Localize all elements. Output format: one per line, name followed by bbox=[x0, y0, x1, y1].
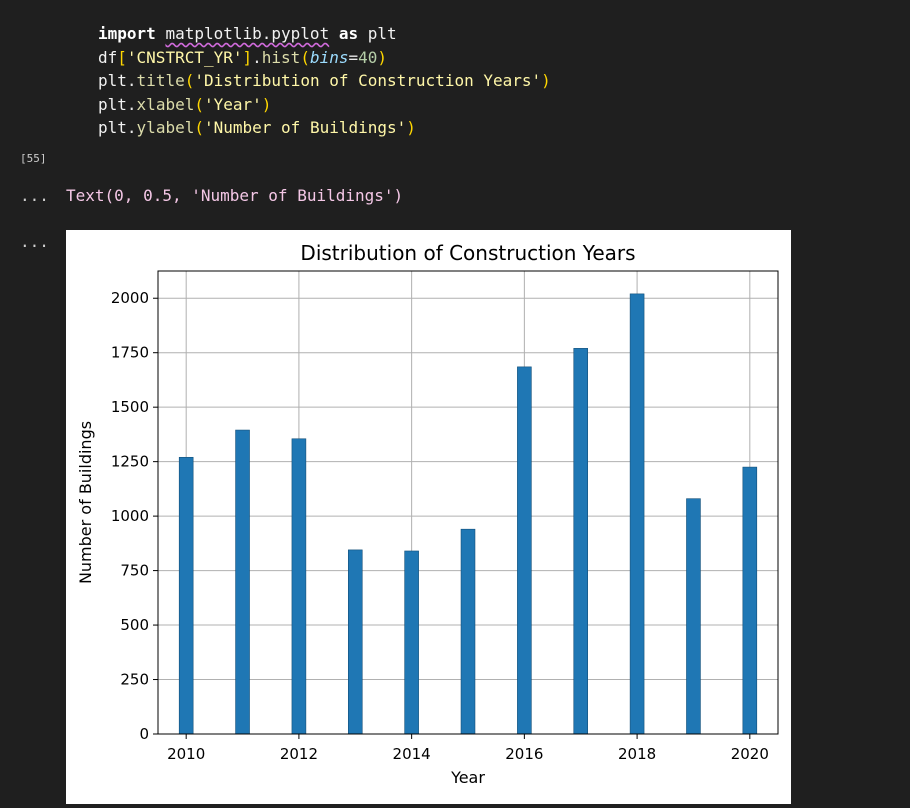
x-tick-label: 2018 bbox=[618, 745, 656, 763]
y-tick-label: 1750 bbox=[111, 344, 149, 362]
y-tick-label: 0 bbox=[139, 725, 149, 743]
code-token: plt bbox=[98, 118, 127, 138]
histogram-bar-2011 bbox=[235, 429, 250, 735]
y-tick-label: 250 bbox=[120, 671, 149, 689]
code-token: ] bbox=[242, 47, 253, 67]
code-token: bins bbox=[309, 47, 349, 67]
histogram-chart: 2010 2012 2014 2016 2018 2020 0 250 500 750 1000 12… bbox=[76, 241, 779, 787]
code-token: 'Year' bbox=[203, 94, 262, 114]
code-token: title bbox=[136, 71, 185, 91]
code-line: plt.xlabel('Year') bbox=[98, 93, 551, 117]
code-token: . bbox=[126, 71, 137, 91]
code-token: ) bbox=[377, 47, 388, 67]
code-token: . bbox=[252, 47, 262, 67]
code-token: 40 bbox=[358, 47, 378, 67]
execution-count: [55] bbox=[20, 152, 47, 165]
code-token: matplotlib.pyplot bbox=[165, 24, 330, 43]
code-line: df['CNSTRCT_YR'].hist(bins=40) bbox=[98, 46, 551, 70]
y-tick-label: 1000 bbox=[111, 507, 149, 525]
y-tick-label: 1500 bbox=[111, 398, 149, 416]
code-token: = bbox=[348, 47, 359, 67]
code-line: import matplotlib.pyplot as plt bbox=[98, 22, 551, 46]
output-more-button-2[interactable]: ... bbox=[20, 232, 49, 251]
code-token: 'CNSTRCT_YR' bbox=[126, 47, 243, 67]
code-token: plt bbox=[358, 24, 397, 43]
histogram-bar-2014 bbox=[404, 550, 419, 735]
histogram-bar-2020 bbox=[742, 466, 758, 735]
y-tick-label: 2000 bbox=[111, 289, 149, 307]
histogram-bar-2017 bbox=[573, 348, 589, 735]
histogram-bar-2015 bbox=[460, 528, 476, 735]
histogram-bar-2016 bbox=[517, 366, 532, 735]
plot-output: 2010 2012 2014 2016 2018 2020 0 250 500 750 1000 12… bbox=[66, 230, 791, 804]
y-tick-label: 500 bbox=[120, 616, 149, 634]
code-line: plt.title('Distribution of Construction … bbox=[98, 69, 551, 93]
x-axis-label: Year bbox=[450, 768, 485, 787]
code-token: as bbox=[338, 24, 359, 43]
code-token: xlabel bbox=[136, 94, 195, 114]
code-token: . bbox=[126, 94, 137, 114]
y-tick-label: 1250 bbox=[111, 453, 149, 471]
chart-title: Distribution of Construction Years bbox=[300, 241, 635, 265]
code-line: plt.ylabel('Number of Buildings') bbox=[98, 116, 551, 140]
x-tick-label: 2020 bbox=[731, 745, 769, 763]
code-token: ( bbox=[300, 47, 310, 67]
y-axis-label: Number of Buildings bbox=[76, 421, 95, 584]
code-token: plt bbox=[98, 94, 127, 114]
plot-frame bbox=[157, 270, 779, 735]
histogram-bar-2019 bbox=[686, 498, 701, 735]
histogram-bar-2010 bbox=[178, 456, 194, 735]
code-token: plt bbox=[98, 71, 127, 91]
code-token: df bbox=[98, 47, 118, 67]
code-token: 'Number of Buildings' bbox=[203, 118, 407, 138]
x-tick-label: 2014 bbox=[393, 745, 431, 763]
code-token: 'Distribution of Construction Years' bbox=[194, 71, 542, 91]
code-token: ) bbox=[406, 118, 416, 138]
histogram-bar-2012 bbox=[291, 438, 307, 735]
code-token: ) bbox=[261, 94, 272, 114]
code-token: ( bbox=[194, 118, 204, 138]
histogram-bar-2013 bbox=[347, 549, 363, 735]
code-token: ylabel bbox=[136, 118, 195, 138]
code-token: . bbox=[126, 118, 137, 138]
code-token: ) bbox=[541, 71, 551, 91]
code-token: ( bbox=[184, 71, 195, 91]
x-tick-label: 2012 bbox=[280, 745, 318, 763]
histogram-bar-2018 bbox=[629, 293, 645, 735]
y-tick-label: 750 bbox=[120, 562, 149, 580]
code-token bbox=[156, 24, 166, 43]
x-tick-label: 2016 bbox=[505, 745, 543, 763]
code-token: hist bbox=[261, 47, 301, 67]
code-token bbox=[329, 24, 339, 43]
code-token: [ bbox=[117, 47, 127, 67]
code-token: import bbox=[98, 24, 156, 43]
output-more-button-1[interactable]: ... bbox=[20, 186, 49, 205]
x-tick-label: 2010 bbox=[167, 745, 205, 763]
code-token: ( bbox=[194, 94, 204, 114]
code-cell[interactable]: import matplotlib.pyplot as plt df['CNSTR… bbox=[98, 22, 551, 140]
output-text-repr: Text(0, 0.5, 'Number of Buildings') bbox=[66, 186, 404, 205]
